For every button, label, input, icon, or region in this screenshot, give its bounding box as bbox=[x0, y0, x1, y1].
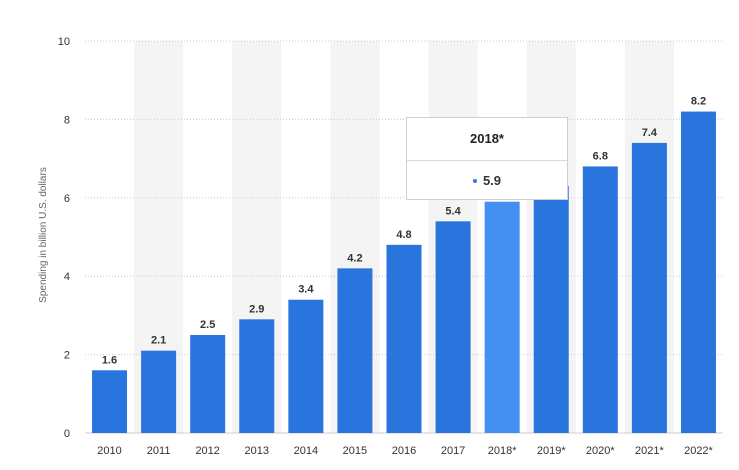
x-axis-ticks: 2010 2011 2012 2013 2014 2015 2016 2017 2018* 201… bbox=[97, 445, 713, 457]
y-tick-label: 2 bbox=[64, 350, 70, 362]
data-label: 2.9 bbox=[249, 303, 264, 315]
tooltip-value-row: 5.9 bbox=[407, 161, 567, 201]
tooltip: 2018* 5.9 bbox=[406, 117, 568, 200]
x-tick-label: 2011 bbox=[147, 445, 171, 457]
x-tick-label: 2022* bbox=[684, 445, 713, 457]
series-dot-icon bbox=[472, 178, 477, 183]
data-label: 4.8 bbox=[396, 229, 411, 241]
tooltip-title: 2018* bbox=[407, 118, 567, 161]
y-tick-label: 10 bbox=[58, 36, 70, 48]
bar[interactable] bbox=[533, 186, 569, 433]
y-tick-label: 4 bbox=[64, 271, 70, 283]
bar[interactable] bbox=[484, 201, 520, 433]
y-tick-label: 0 bbox=[64, 428, 70, 440]
bars bbox=[92, 111, 716, 434]
bar[interactable] bbox=[680, 111, 716, 433]
bar[interactable] bbox=[92, 370, 128, 433]
tooltip-value: 5.9 bbox=[482, 173, 502, 188]
x-tick-label: 2018* bbox=[488, 445, 517, 457]
bar[interactable] bbox=[337, 268, 373, 433]
bar[interactable] bbox=[190, 335, 226, 433]
x-tick-label: 2017 bbox=[441, 445, 465, 457]
x-tick-label: 2021* bbox=[635, 445, 664, 457]
data-label: 4.2 bbox=[347, 252, 362, 264]
bar[interactable] bbox=[582, 166, 618, 433]
data-label: 2.5 bbox=[200, 319, 215, 331]
x-tick-label: 2015 bbox=[343, 445, 367, 457]
y-axis-ticks: 0 2 4 6 8 10 bbox=[58, 36, 70, 440]
bar[interactable] bbox=[386, 244, 422, 433]
data-label: 7.4 bbox=[642, 127, 658, 139]
data-label: 3.4 bbox=[298, 284, 314, 296]
x-tick-label: 2019* bbox=[537, 445, 566, 457]
bar[interactable] bbox=[141, 350, 177, 433]
data-labels: 1.6 2.1 2.5 2.9 3.4 4.2 4.8 5.4 6.8 7.4 8.2 bbox=[102, 96, 706, 367]
data-label: 2.1 bbox=[151, 335, 166, 347]
bar[interactable] bbox=[435, 221, 471, 433]
y-tick-label: 8 bbox=[64, 114, 70, 126]
x-tick-label: 2010 bbox=[97, 445, 121, 457]
x-tick-label: 2013 bbox=[245, 445, 269, 457]
bar[interactable] bbox=[239, 319, 275, 433]
data-label: 1.6 bbox=[102, 354, 117, 366]
x-tick-label: 2020* bbox=[586, 445, 615, 457]
x-tick-label: 2016 bbox=[392, 445, 416, 457]
x-tick-label: 2014 bbox=[294, 445, 318, 457]
data-label: 6.8 bbox=[593, 150, 608, 162]
bar[interactable] bbox=[631, 142, 667, 434]
y-tick-label: 6 bbox=[64, 193, 70, 205]
y-axis-label: Spending in billion U.S. dollars bbox=[38, 167, 49, 303]
data-label: 8.2 bbox=[691, 96, 706, 108]
data-label: 5.4 bbox=[445, 205, 461, 217]
bar[interactable] bbox=[288, 299, 324, 433]
x-tick-label: 2012 bbox=[195, 445, 219, 457]
